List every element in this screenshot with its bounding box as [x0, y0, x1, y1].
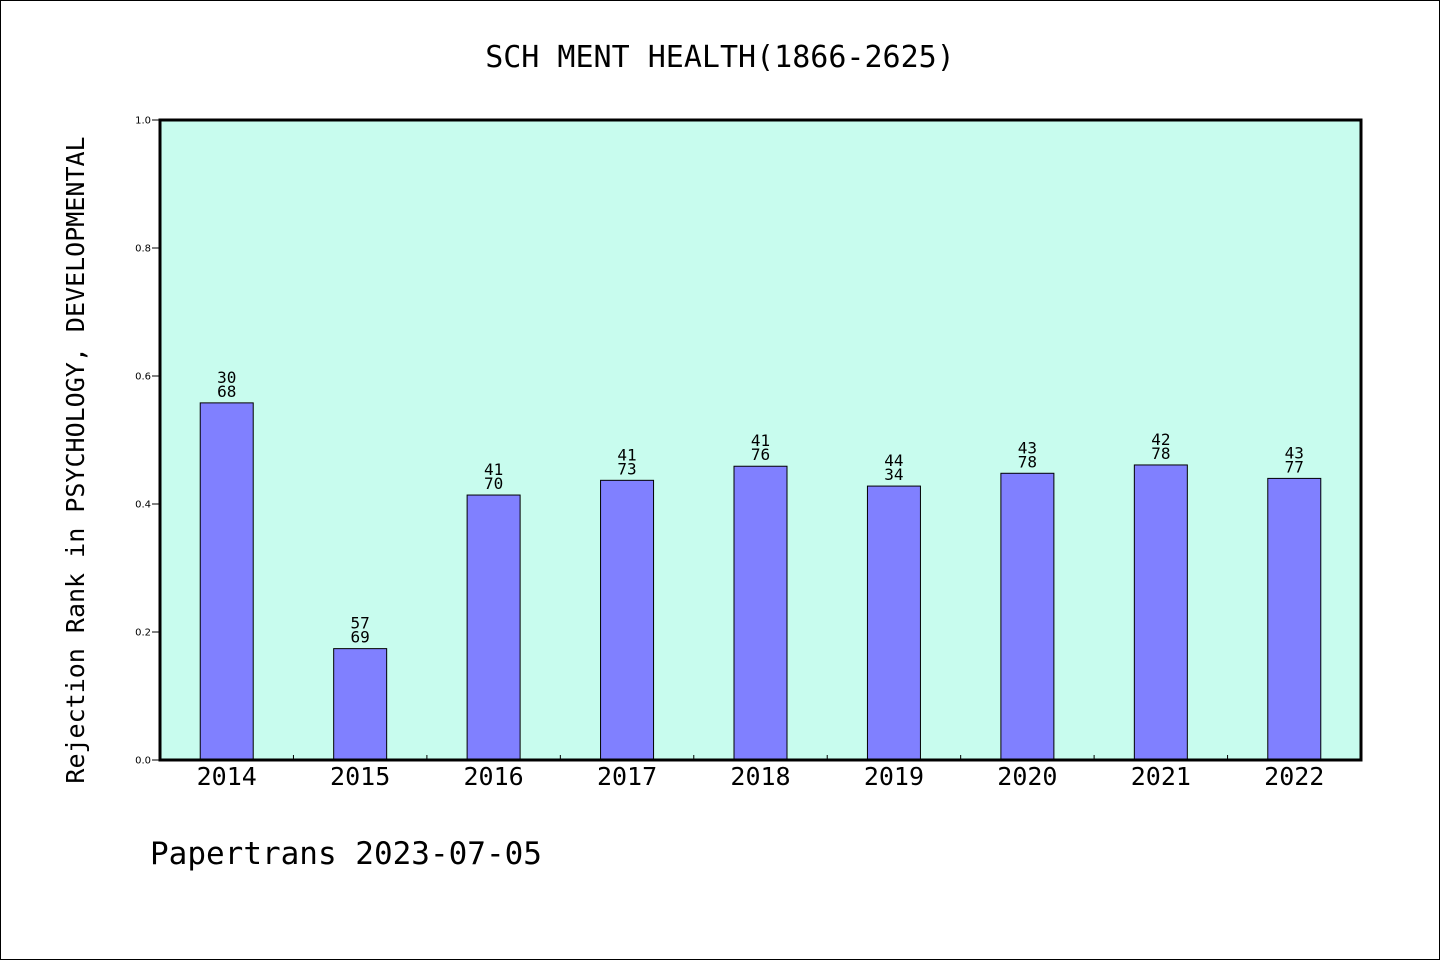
bar-label-2016: 41 — [484, 460, 503, 479]
y-axis-label: Rejection Rank in PSYCHOLOGY, DEVELOPMEN… — [61, 136, 90, 783]
bar-label-2018: 41 — [751, 431, 770, 450]
x-tick-label: 2018 — [730, 762, 790, 791]
bar-2015 — [333, 648, 388, 761]
bar-label-2015: 57 — [351, 614, 370, 633]
x-tick-label: 2016 — [464, 762, 524, 791]
bar-label-2017: 41 — [617, 445, 636, 464]
bar-label-2014: 30 — [217, 368, 236, 387]
bar-label-2016: 70 — [484, 474, 503, 493]
bar-2014 — [199, 402, 254, 761]
bars — [199, 402, 1322, 761]
bar-2021 — [1133, 464, 1188, 761]
x-tick-label: 2022 — [1264, 762, 1324, 791]
bar-label-2015: 69 — [351, 628, 370, 647]
x-tick-label: 2017 — [597, 762, 657, 791]
bar-label-2019: 44 — [884, 451, 903, 470]
x-axis-tick-labels: 2014 2015 2016 2017 2018 2019 2020 2021 2022 — [197, 762, 1325, 791]
bar-2016 — [466, 494, 521, 761]
bar-2020 — [1000, 472, 1055, 761]
bar-label-2021: 42 — [1151, 430, 1170, 449]
x-tick-label: 2020 — [997, 762, 1057, 791]
y-tick-label: 0.6 — [135, 372, 151, 383]
y-tick-label: 0.8 — [135, 244, 151, 255]
y-tick-label: 0.4 — [135, 500, 151, 511]
footer-text: Papertrans 2023-07-05 — [150, 836, 542, 872]
bar-label-2020: 78 — [1018, 452, 1037, 471]
bar-label-2020: 43 — [1018, 438, 1037, 457]
bar-label-2014: 68 — [217, 382, 236, 401]
plot-border — [158, 118, 1363, 762]
bar-label-2022: 43 — [1285, 443, 1304, 462]
bar-2022 — [1267, 477, 1322, 761]
x-tick-label: 2019 — [864, 762, 924, 791]
x-tick-label: 2015 — [330, 762, 390, 791]
bar-label-2022: 77 — [1285, 457, 1304, 476]
x-tick-label: 2014 — [197, 762, 257, 791]
bar-2017 — [600, 479, 655, 761]
y-tick-label: 0.0 — [135, 756, 151, 767]
bar-label-2021: 78 — [1151, 444, 1170, 463]
y-tick-label: 1.0 — [135, 116, 151, 127]
bar-label-2017: 73 — [617, 459, 636, 478]
x-tick-label: 2021 — [1131, 762, 1191, 791]
bar-label-2018: 76 — [751, 445, 770, 464]
bar-label-2019: 34 — [884, 465, 903, 484]
y-tick-label: 0.2 — [135, 628, 151, 639]
y-axis-ticks: 0.0 0.2 0.4 0.6 0.8 1.0 — [135, 116, 160, 767]
chart-title: SCH MENT HEALTH(1866-2625) — [485, 40, 955, 75]
bar-2019 — [866, 485, 921, 761]
bar-2018 — [733, 465, 788, 761]
